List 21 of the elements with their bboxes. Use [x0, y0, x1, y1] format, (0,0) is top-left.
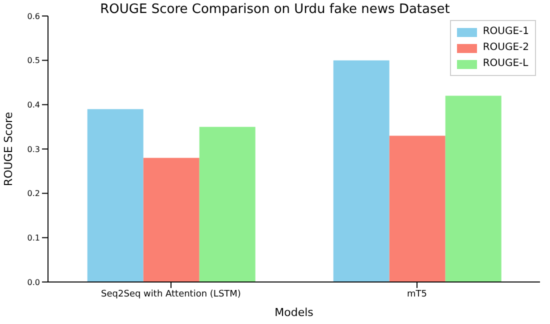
bar	[143, 158, 200, 282]
legend-label: ROUGE-L	[482, 57, 528, 71]
y-tick-label: 0.2	[27, 189, 40, 198]
bar	[87, 109, 144, 282]
y-tick-label: 0.1	[27, 234, 40, 243]
y-tick-label: 0.3	[27, 144, 40, 154]
y-tick-label: 0.0	[27, 278, 40, 287]
x-tick-label: Seq2Seq with Attention (LSTM)	[101, 289, 241, 300]
bar	[333, 60, 390, 282]
legend-label: ROUGE-1	[482, 25, 529, 39]
chart-title: ROUGE Score Comparison on Urdu fake news Dataset	[100, 2, 450, 17]
y-tick-label: 0.6	[27, 12, 40, 21]
x-axis-title: Models	[274, 306, 314, 319]
y-tick-label: 0.4	[27, 100, 40, 110]
y-axis-title: ROUGE Score	[2, 112, 15, 186]
bar	[389, 136, 446, 282]
bar	[199, 126, 256, 282]
legend-label: ROUGE-2	[482, 41, 529, 55]
y-tick-label: 0.5	[27, 56, 40, 66]
x-tick-label: mT5	[407, 289, 427, 300]
bar	[445, 96, 502, 282]
